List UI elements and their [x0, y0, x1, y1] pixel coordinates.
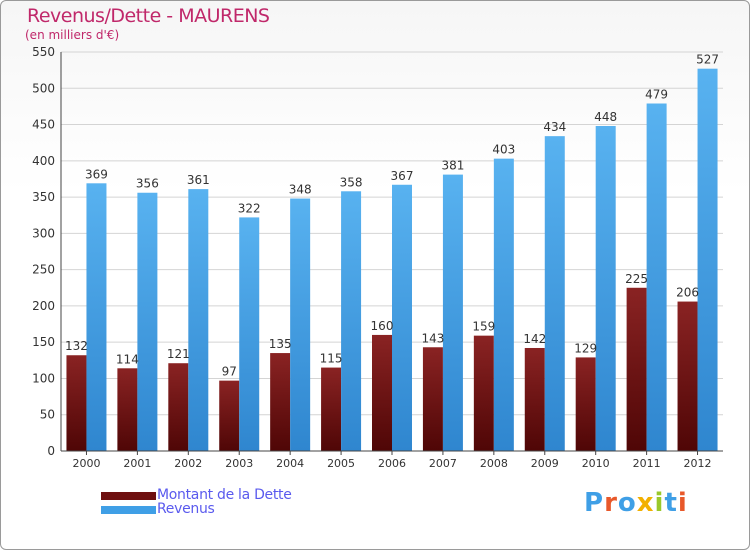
data-label-dette-2010: 129 — [574, 341, 597, 355]
x-tick-label: 2010 — [582, 457, 610, 470]
data-label-revenus-2010: 448 — [594, 110, 617, 124]
x-tick-label: 2003 — [225, 457, 253, 470]
data-label-dette-2006: 160 — [371, 319, 394, 333]
x-tick-label: 2011 — [633, 457, 661, 470]
logo-letter: o — [617, 488, 637, 518]
bar-revenus-2000 — [86, 183, 107, 452]
logo-letter: i — [654, 488, 665, 518]
y-tick-label: 100 — [32, 371, 55, 385]
y-tick-label: 550 — [32, 45, 55, 59]
data-label-dette-2000: 132 — [65, 339, 88, 353]
x-tick-label: 2001 — [123, 457, 151, 470]
data-label-dette-2011: 225 — [625, 272, 648, 286]
y-tick-label: 0 — [47, 444, 55, 458]
x-tick-label: 2004 — [276, 457, 304, 470]
y-tick-label: 400 — [32, 154, 55, 168]
bar-revenus-2002 — [188, 189, 209, 452]
legend-label-revenus: Revenus — [157, 501, 215, 517]
y-tick-label: 250 — [32, 263, 55, 277]
bar-dette-2004 — [270, 353, 291, 451]
data-label-revenus-2000: 369 — [85, 167, 108, 181]
legend-swatch-dette — [101, 492, 156, 500]
logo-letter: x — [636, 488, 655, 518]
data-label-revenus-2007: 381 — [441, 159, 464, 173]
bar-dette-2001 — [117, 368, 138, 451]
bar-dette-2002 — [168, 363, 189, 451]
data-label-revenus-2003: 322 — [238, 201, 261, 215]
legend-label-dette: Montant de la Dette — [157, 487, 292, 503]
logo-letter: t — [664, 488, 678, 518]
bar-dette-2008 — [473, 335, 494, 451]
data-label-revenus-2011: 479 — [645, 88, 668, 102]
data-label-dette-2001: 114 — [116, 352, 139, 366]
x-tick-label: 2009 — [531, 457, 559, 470]
data-label-revenus-2008: 403 — [492, 143, 515, 157]
bar-dette-2005 — [321, 367, 342, 451]
chart-title: Revenus/Dette - MAURENS — [27, 5, 270, 27]
bar-revenus-2004 — [290, 198, 311, 451]
data-label-revenus-2004: 348 — [289, 183, 312, 197]
logo-letter: r — [604, 488, 618, 518]
bar-revenus-2005 — [341, 191, 362, 451]
bar-revenus-2010 — [595, 125, 616, 451]
bar-revenus-2011 — [646, 103, 667, 452]
y-tick-label: 150 — [32, 335, 55, 349]
x-tick-label: 2005 — [327, 457, 355, 470]
data-label-revenus-2002: 361 — [187, 173, 210, 187]
bar-revenus-2006 — [392, 184, 412, 451]
proxiti-logo: Proxiti — [584, 488, 688, 518]
bar-dette-2010 — [575, 357, 596, 451]
bar-dette-2007 — [422, 347, 443, 451]
bar-revenus-2012 — [697, 68, 718, 451]
y-tick-label: 350 — [32, 190, 55, 204]
x-tick-label: 2008 — [480, 457, 508, 470]
legend-swatch-revenus — [101, 506, 156, 514]
x-tick-label: 2007 — [429, 457, 457, 470]
data-label-dette-2012: 206 — [676, 286, 699, 300]
bar-dette-2003 — [219, 380, 240, 451]
data-label-dette-2004: 135 — [269, 337, 292, 351]
bar-revenus-2007 — [442, 174, 463, 452]
x-tick-label: 2012 — [684, 457, 712, 470]
data-label-dette-2009: 142 — [523, 332, 546, 346]
x-tick-label: 2000 — [72, 457, 100, 470]
y-tick-label: 200 — [32, 299, 55, 313]
bar-revenus-2009 — [544, 136, 565, 452]
chart-subtitle: (en milliers d'€) — [25, 28, 120, 42]
x-tick-label: 2006 — [378, 457, 406, 470]
y-tick-label: 300 — [32, 226, 55, 240]
logo-letter: P — [584, 488, 605, 518]
data-label-revenus-2009: 434 — [543, 120, 566, 134]
bar-revenus-2001 — [137, 192, 158, 452]
bar-dette-2012 — [677, 301, 698, 451]
data-label-revenus-2012: 527 — [696, 53, 719, 67]
bar-dette-2009 — [524, 347, 545, 451]
y-tick-label: 450 — [32, 118, 55, 132]
data-label-revenus-2005: 358 — [340, 175, 363, 189]
bar-dette-2006 — [372, 334, 392, 451]
y-tick-label: 50 — [40, 408, 55, 422]
data-label-revenus-2006: 367 — [391, 169, 414, 183]
bar-revenus-2003 — [239, 217, 260, 451]
data-label-dette-2005: 115 — [320, 352, 343, 366]
bar-revenus-2008 — [493, 158, 514, 451]
bar-dette-2011 — [626, 287, 647, 451]
data-label-revenus-2001: 356 — [136, 177, 159, 191]
y-tick-label: 500 — [32, 81, 55, 95]
data-label-dette-2007: 143 — [421, 331, 444, 345]
data-label-dette-2003: 97 — [222, 365, 237, 379]
x-tick-label: 2002 — [174, 457, 202, 470]
data-label-dette-2002: 121 — [167, 347, 190, 361]
bar-dette-2000 — [66, 355, 87, 451]
data-label-dette-2008: 159 — [472, 320, 495, 334]
logo-letter: i — [677, 488, 688, 518]
